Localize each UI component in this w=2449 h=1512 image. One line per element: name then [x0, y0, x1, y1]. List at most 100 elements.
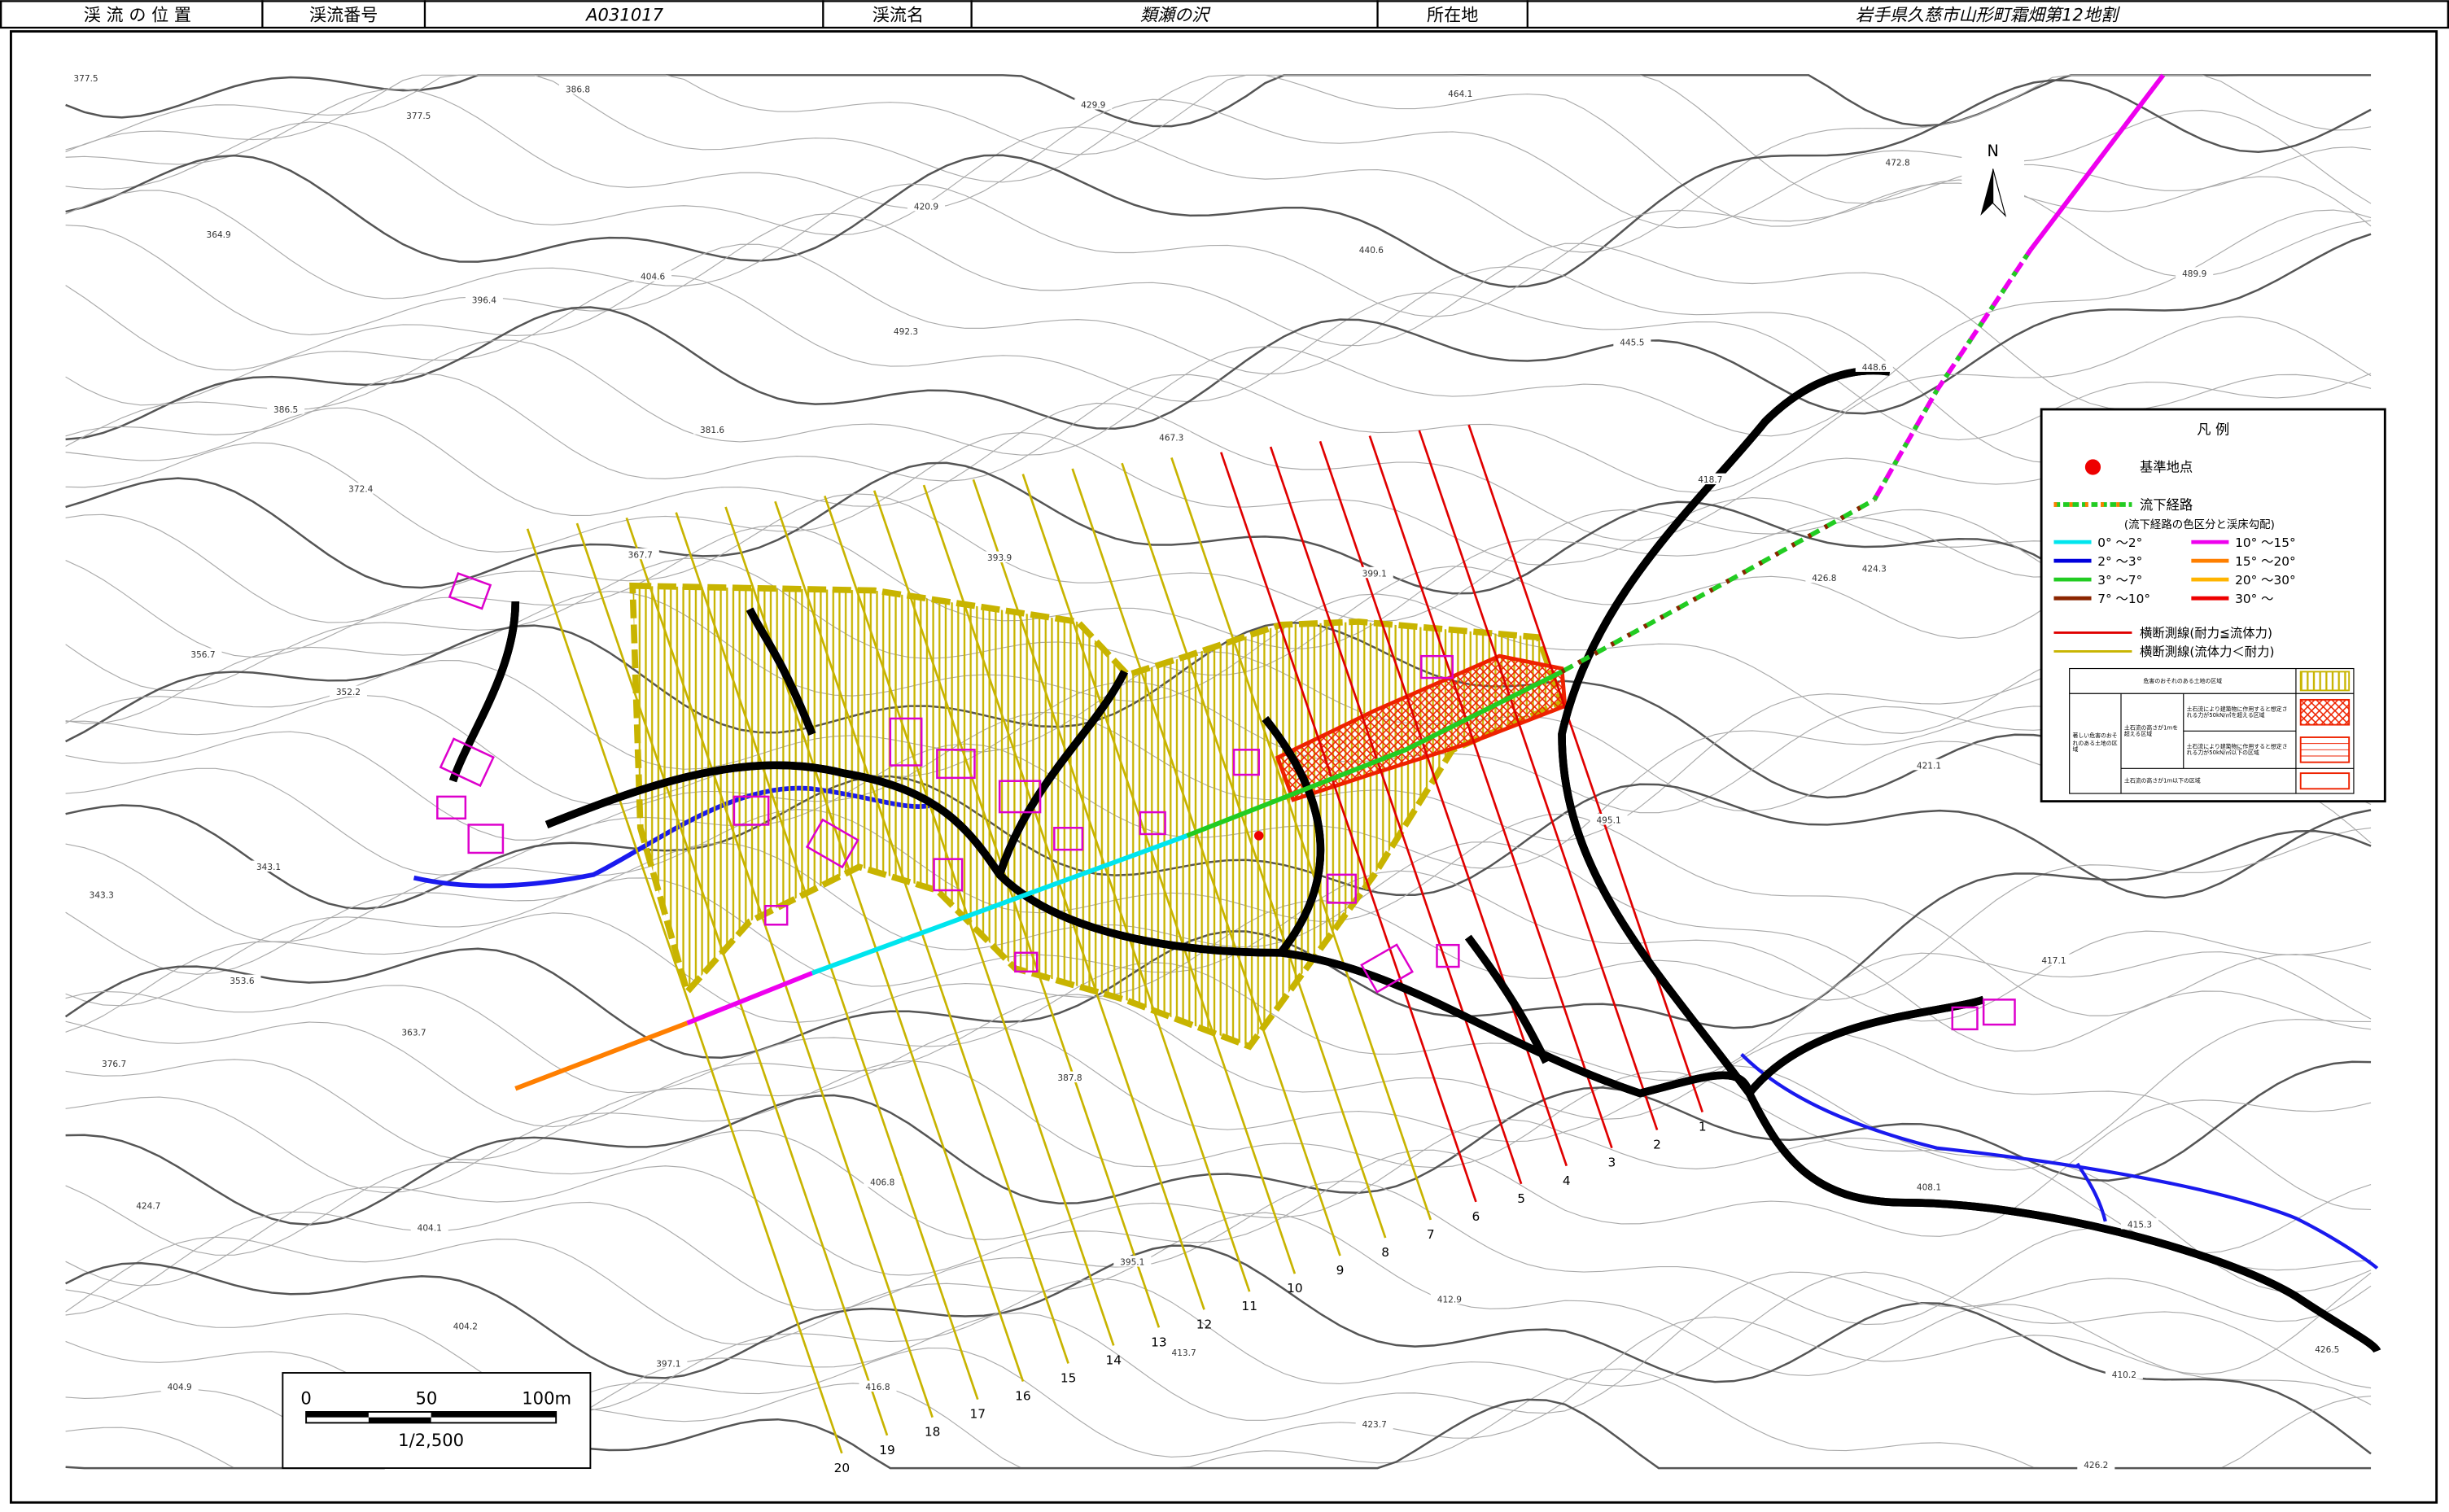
elevation-label: 372.4 — [348, 485, 373, 495]
label-bg — [634, 270, 672, 282]
label-bg — [267, 403, 305, 414]
legend-label: 横断測線(流体力＜耐力) — [2140, 645, 2274, 659]
label-bg — [410, 1221, 448, 1233]
legend-label: 横断測線(耐力≦流体力) — [2140, 626, 2272, 640]
legend-cell: 危害のおそれのある土地の区域 — [2143, 677, 2223, 684]
elevation-label: 420.9 — [914, 202, 938, 212]
elevation-label: 415.3 — [2128, 1221, 2152, 1230]
elevation-label: 426.8 — [1812, 574, 1836, 583]
label-bg — [1855, 361, 1893, 372]
label-bg — [1430, 1293, 1468, 1304]
label-bg — [981, 551, 1019, 563]
elevation-label: 445.5 — [1620, 338, 1644, 347]
section-label: 3 — [1608, 1156, 1616, 1170]
elevation-label: 492.3 — [894, 327, 918, 337]
header-label: 渓流番号 — [309, 4, 378, 24]
elevation-label: 353.6 — [230, 977, 254, 986]
header-value: 岩手県久慈市山形町霜畑第12地割 — [1856, 4, 2120, 24]
contour — [65, 431, 2372, 696]
label-bg — [859, 1380, 897, 1392]
legend-label: 0° ～2° — [2097, 535, 2142, 550]
elevation-label: 412.9 — [1437, 1296, 1462, 1305]
elevation-label: 448.6 — [1862, 363, 1887, 373]
cross-section — [526, 528, 843, 1454]
section-label: 7 — [1427, 1227, 1435, 1242]
label-bg — [864, 1176, 902, 1187]
label-bg — [1855, 562, 1893, 574]
label-bg — [559, 82, 597, 94]
label-bg — [400, 109, 438, 120]
section-label: 13 — [1151, 1335, 1167, 1349]
elevation-label: 464.1 — [1448, 90, 1472, 99]
label-bg — [2121, 1218, 2159, 1230]
elevation-label: 343.1 — [256, 863, 281, 872]
cross-section — [922, 484, 1205, 1310]
label-bg — [446, 1319, 484, 1331]
cross-section — [1021, 474, 1297, 1274]
cross-section — [1269, 446, 1523, 1185]
cross-section — [1170, 457, 1432, 1221]
legend-label: 30° ～ — [2235, 592, 2273, 606]
cross-section — [1418, 430, 1659, 1131]
contour — [65, 1180, 2372, 1326]
legend-cell: 土石流により建築物に作用すると想定される力が50kN/㎡を超える区域 — [2186, 705, 2288, 719]
elevation-label: 364.9 — [207, 230, 231, 240]
elevation-label: 406.8 — [870, 1178, 894, 1188]
label-bg — [184, 648, 222, 660]
section-label: 19 — [879, 1443, 895, 1457]
label-bg — [329, 685, 367, 697]
legend-label: 7° ～10° — [2097, 592, 2150, 606]
elevation-label: 423.7 — [1362, 1420, 1387, 1430]
elevation-label: 426.5 — [2315, 1345, 2339, 1355]
section-label: 1 — [1699, 1120, 1707, 1134]
elevation-label: 356.7 — [190, 650, 215, 660]
elevation-label: 424.7 — [136, 1202, 160, 1212]
legend-label: 10° ～15° — [2235, 535, 2296, 550]
legend-label: 15° ～20° — [2235, 554, 2296, 569]
elevation-label: 404.6 — [641, 273, 665, 282]
contour — [65, 1099, 2372, 1287]
label-bg — [1113, 1256, 1152, 1267]
north-label: N — [1987, 142, 1998, 160]
river — [1740, 1053, 2379, 1270]
elevation-label: 386.8 — [566, 85, 590, 94]
elevation-label: 395.1 — [1120, 1258, 1144, 1268]
elevation-label: 472.8 — [1885, 159, 1909, 168]
contour — [65, 1060, 2372, 1226]
label-bg — [2077, 1458, 2115, 1470]
contour — [65, 316, 2372, 493]
section-label: 2 — [1653, 1138, 1661, 1152]
elevation-label: 408.1 — [1917, 1182, 1941, 1192]
section-label: 17 — [970, 1407, 986, 1422]
contours — [64, 74, 2372, 1470]
contour — [65, 493, 2372, 623]
elevation-label: 495.1 — [1596, 816, 1620, 826]
legend-cell: 土石流により建築物に作用すると想定される力が50kN/㎡以下の区域 — [2186, 742, 2288, 756]
hazard-zone — [629, 582, 1566, 1051]
elevation-label: 421.1 — [1917, 761, 1941, 771]
elevation-label: 416.8 — [865, 1383, 890, 1392]
label-bg — [1352, 243, 1390, 255]
elevation-label: 387.8 — [1057, 1073, 1082, 1083]
elevation-label: 363.7 — [401, 1029, 426, 1038]
scale-tick: 0 — [300, 1387, 311, 1408]
label-bg — [1805, 571, 1843, 583]
label-bg — [95, 1057, 133, 1068]
section-label: 10 — [1287, 1281, 1303, 1296]
label-bg — [1355, 1418, 1393, 1430]
contour — [65, 402, 2372, 588]
elevation-label: 418.7 — [1698, 475, 1722, 485]
elevation-label: 399.1 — [1362, 569, 1387, 579]
header-label: 渓流名 — [872, 4, 924, 24]
legend-label: 3° ～7° — [2097, 573, 2142, 588]
cross-section — [675, 512, 979, 1401]
cross-section — [575, 522, 889, 1436]
label-bg — [1909, 1180, 1948, 1192]
label-bg — [1152, 430, 1191, 443]
label-bg — [1441, 87, 1480, 99]
section-label: 9 — [1336, 1263, 1345, 1278]
section-label: 18 — [925, 1425, 941, 1440]
contour — [65, 243, 2372, 464]
label-bg — [886, 325, 925, 336]
